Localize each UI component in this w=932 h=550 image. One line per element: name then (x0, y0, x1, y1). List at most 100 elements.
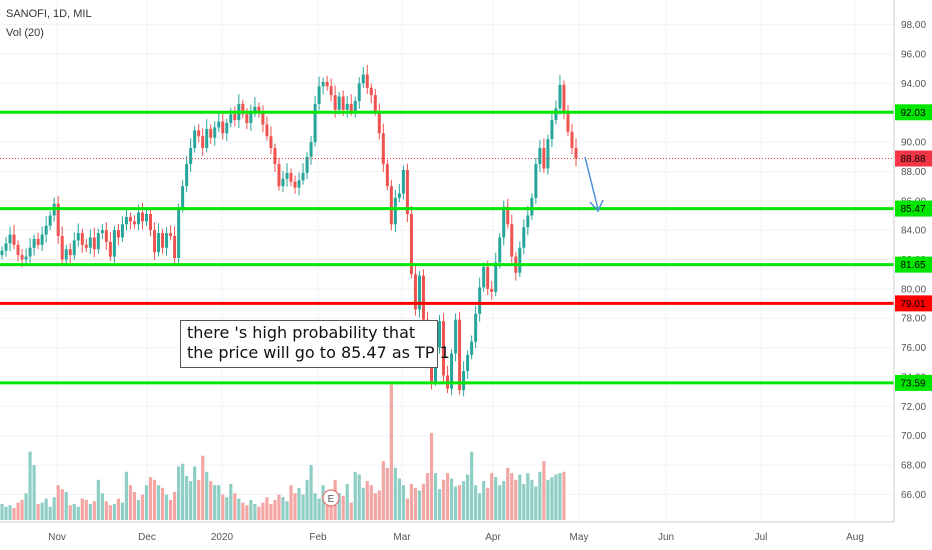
price-badge-label: 73.59 (900, 378, 925, 389)
candle-body (377, 111, 381, 134)
volume-bar (554, 474, 558, 520)
volume-bar (92, 501, 96, 520)
forecast-arrow[interactable] (584, 156, 604, 213)
volume-bar (72, 503, 76, 520)
volume-bar (0, 503, 4, 520)
time-axis[interactable]: Nov Dec 2020 Feb Mar Apr May Jun Jul Aug (48, 532, 864, 543)
volume-bar (369, 485, 373, 520)
candle-body (44, 225, 48, 235)
candle-body (397, 193, 401, 198)
volume-bar (241, 502, 245, 520)
candle-body (36, 238, 40, 245)
volume-bar (164, 494, 169, 520)
volume-bar (317, 498, 321, 520)
candle-body (0, 250, 4, 256)
candle-body (112, 230, 116, 257)
volume-bar (305, 479, 309, 520)
time-tick-label: Dec (138, 532, 156, 543)
price-badge (895, 256, 932, 273)
volume-bar (32, 465, 36, 520)
volume-bar (421, 483, 426, 520)
candle-body (12, 234, 16, 245)
candle-body (393, 197, 397, 225)
candle-body (389, 186, 393, 225)
candle-body (345, 103, 349, 110)
volume-bar (397, 478, 401, 520)
volume-bar (514, 479, 518, 520)
volume-bar (177, 466, 181, 520)
price-badge-label: 79.01 (900, 299, 925, 310)
candle-body (502, 206, 506, 238)
forecast-arrow-shaft (584, 156, 599, 210)
candle-body (297, 180, 301, 188)
volume-bar (104, 501, 108, 520)
candle-body (301, 172, 305, 181)
candle-body (530, 197, 534, 216)
candle-body (88, 237, 92, 248)
volume-bar (28, 451, 32, 520)
candle-body (506, 206, 510, 225)
volume-bar (273, 499, 277, 520)
candle-body (269, 136, 273, 148)
volume-bar (486, 487, 490, 520)
time-tick-label: May (570, 532, 589, 543)
candle-body (305, 156, 309, 173)
candle-body (373, 95, 377, 112)
time-tick-label: Feb (309, 532, 327, 543)
candle-body (466, 354, 470, 372)
candle-body (429, 362, 433, 382)
volume-bar (546, 479, 550, 520)
volume-bar (361, 487, 365, 520)
volume-bar (8, 505, 12, 520)
candle-body (136, 212, 140, 225)
volume-bar (325, 493, 329, 520)
volume-bar (152, 479, 157, 520)
candle-body (478, 287, 482, 314)
candle-body (249, 112, 253, 124)
candle-body (100, 230, 104, 234)
candle-body (213, 127, 217, 138)
candle-body (140, 212, 144, 222)
price-tick-label: 98.00 (901, 20, 926, 31)
candle-body (546, 139, 550, 169)
volume-bar (457, 485, 462, 520)
price-tick-label: 76.00 (901, 343, 926, 354)
volume-bar (502, 481, 506, 520)
volume-bar (558, 473, 562, 520)
candle-body (193, 130, 197, 148)
price-badge (895, 374, 932, 391)
volume-bar (482, 481, 486, 520)
candle-body (32, 238, 36, 248)
price-tick-label: 96.00 (901, 50, 926, 61)
time-tick-label: Jun (658, 532, 674, 543)
candle-body (28, 247, 32, 257)
price-tick-label: 94.00 (901, 79, 926, 90)
volume-bar (185, 475, 189, 520)
volume-bar (60, 489, 64, 520)
candle-body (409, 214, 413, 275)
volume-bar (301, 494, 305, 520)
candle-body (458, 319, 462, 391)
volume-bar (389, 384, 393, 520)
volume-bar (56, 485, 60, 520)
price-tick-label: 68.00 (901, 460, 926, 471)
volume-bar (277, 494, 281, 520)
volume-bar (261, 502, 265, 520)
volume-bar (417, 490, 422, 520)
candle-body (96, 233, 100, 250)
volume-bar (437, 489, 442, 520)
annotation-note[interactable]: there 's high probability that the price… (180, 320, 450, 368)
volume-bar (393, 467, 397, 520)
candle-body (253, 106, 257, 113)
volume-bar (205, 471, 209, 520)
volume-bar (144, 485, 149, 520)
candle-body (361, 74, 365, 84)
candle-body (221, 121, 225, 134)
volume-bar (285, 501, 289, 520)
volume-bar (12, 507, 16, 520)
volume-bar (88, 503, 92, 520)
earnings-marker[interactable]: E (322, 489, 340, 507)
candle-body (16, 244, 20, 256)
candle-body (273, 147, 277, 165)
